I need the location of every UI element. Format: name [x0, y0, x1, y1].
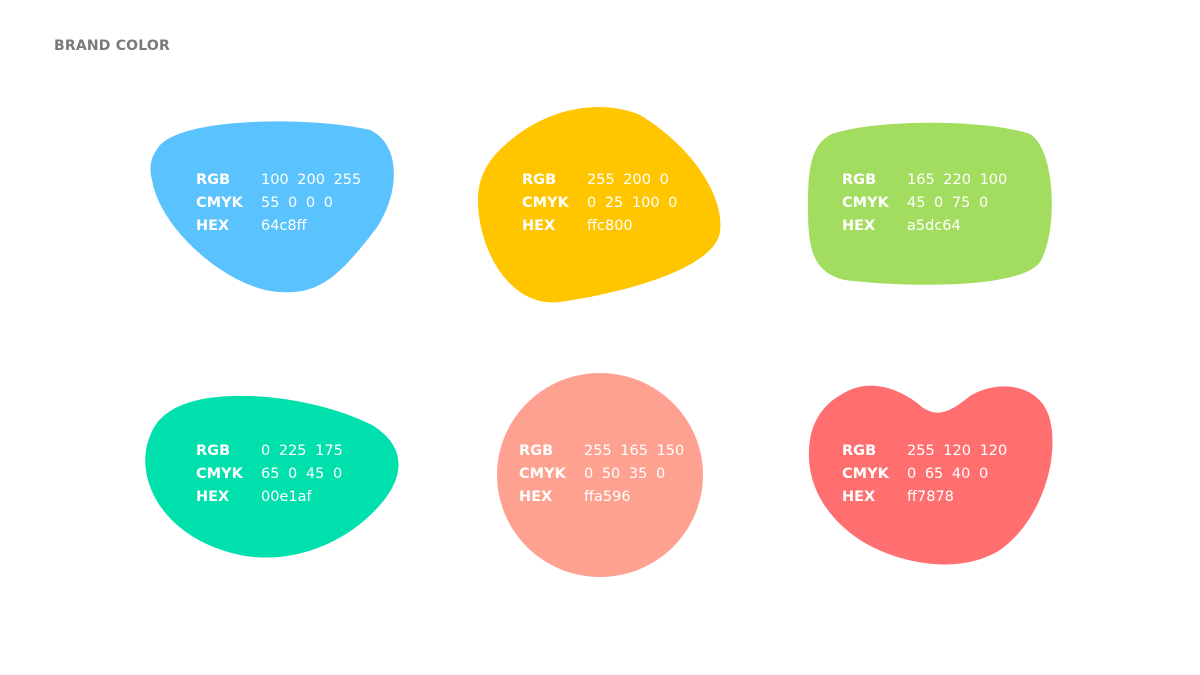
rgb-label: RGB: [842, 443, 877, 459]
cmyk-label: CMYK: [842, 466, 889, 482]
page-title: BRAND COLOR: [54, 38, 170, 54]
swatch-blue: [150, 121, 394, 293]
color-info-salmon: RGB 255 165 150 CMYK 0 50 35 0 HEX ffa596: [519, 440, 684, 509]
rgb-value: 0 225 175: [261, 443, 343, 459]
rgb-value: 165 220 100: [907, 172, 1008, 188]
rgb-label: RGB: [842, 172, 877, 188]
rgb-label: RGB: [519, 443, 554, 459]
hex-value: 64c8ff: [261, 218, 307, 234]
cmyk-label: CMYK: [196, 195, 243, 211]
rgb-value: 255 200 0: [587, 172, 669, 188]
hex-value: ffc800: [587, 218, 633, 234]
hex-label: HEX: [196, 218, 230, 234]
swatch-red: [808, 385, 1053, 565]
rgb-value: 255 120 120: [907, 443, 1008, 459]
hex-label: HEX: [519, 489, 553, 505]
hex-value: 00e1af: [261, 489, 312, 505]
hex-value: a5dc64: [907, 218, 961, 234]
hex-label: HEX: [522, 218, 556, 234]
cmyk-value: 55 0 0 0: [261, 195, 333, 211]
swatch-teal: [145, 395, 399, 558]
rgb-label: RGB: [522, 172, 557, 188]
hex-value: ff7878: [907, 489, 954, 505]
hex-label: HEX: [842, 218, 876, 234]
cmyk-label: CMYK: [522, 195, 569, 211]
cmyk-value: 0 65 40 0: [907, 466, 989, 482]
color-info-red: RGB 255 120 120 CMYK 0 65 40 0 HEX ff7878: [842, 440, 1007, 509]
cmyk-label: CMYK: [842, 195, 889, 211]
cmyk-label: CMYK: [196, 466, 243, 482]
swatch-salmon: [497, 373, 703, 577]
cmyk-value: 0 25 100 0: [587, 195, 678, 211]
color-info-green: RGB 165 220 100 CMYK 45 0 75 0 HEX a5dc64: [842, 169, 1007, 238]
rgb-value: 255 165 150: [584, 443, 685, 459]
color-info-yellow: RGB 255 200 0 CMYK 0 25 100 0 HEX ffc800: [522, 169, 677, 238]
rgb-label: RGB: [196, 443, 231, 459]
hex-label: HEX: [842, 489, 876, 505]
swatch-green: [808, 122, 1052, 285]
color-info-teal: RGB 0 225 175 CMYK 65 0 45 0 HEX 00e1af: [196, 440, 343, 509]
hex-label: HEX: [196, 489, 230, 505]
cmyk-value: 0 50 35 0: [584, 466, 666, 482]
cmyk-value: 65 0 45 0: [261, 466, 343, 482]
rgb-label: RGB: [196, 172, 231, 188]
swatch-yellow: [478, 106, 721, 303]
cmyk-value: 45 0 75 0: [907, 195, 989, 211]
cmyk-label: CMYK: [519, 466, 566, 482]
color-info-blue: RGB 100 200 255 CMYK 55 0 0 0 HEX 64c8ff: [196, 169, 361, 238]
rgb-value: 100 200 255: [261, 172, 362, 188]
hex-value: ffa596: [584, 489, 631, 505]
